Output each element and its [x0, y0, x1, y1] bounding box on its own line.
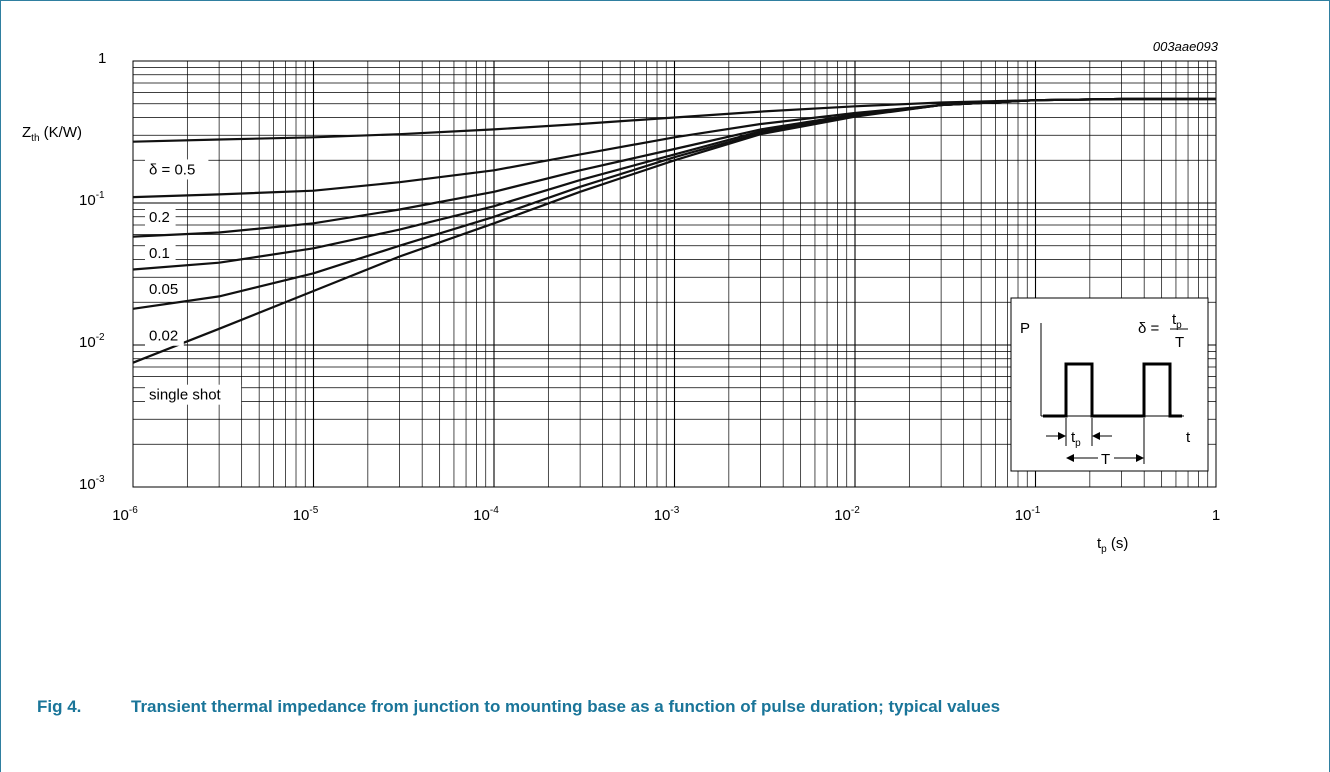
series-label-bg: [145, 243, 176, 264]
x-axis-label: tp (s): [1097, 535, 1128, 555]
x-tick-label: 10-3: [654, 505, 680, 524]
svg-text:tp (s): tp (s): [1097, 535, 1128, 555]
series-label-bg: [145, 279, 184, 300]
series-label: 0.05: [149, 281, 178, 298]
y-tick-label: 10-3: [79, 474, 105, 493]
x-tick-label: 10-2: [834, 505, 860, 524]
svg-text:T: T: [1101, 451, 1110, 468]
svg-text:tp: tp: [1172, 311, 1182, 331]
y-tick-label: 10-2: [79, 332, 105, 351]
x-tick-label: 10-1: [1015, 505, 1041, 524]
svg-text:tp: tp: [1071, 429, 1081, 449]
y-tick-label: 10-1: [79, 190, 105, 209]
x-tick-label: 10-4: [473, 505, 499, 524]
y-tick-label: 1: [98, 50, 106, 67]
inset-pulse-waveform: [1043, 362, 1182, 418]
x-tick-label: 1: [1212, 507, 1220, 524]
series-label: single shot: [149, 387, 222, 404]
plot-area-border: [132, 60, 1217, 488]
x-tick-label: 10-6: [112, 505, 138, 524]
tick-labels: 10-6 10-5 10-4 10-3 10-2 10-1 1 10-3 10-2 10-1 1: [79, 50, 1220, 524]
inset-fraction: tp T: [1170, 311, 1188, 351]
inset-p-label: P: [1020, 320, 1030, 337]
series-label-bg: [145, 325, 184, 346]
series-label-bg: [145, 206, 176, 227]
series-label-bg: [145, 384, 242, 405]
series-label: 0.1: [149, 245, 170, 262]
series-label: 0.02: [149, 328, 178, 345]
figure-number: Fig 4.: [37, 697, 82, 716]
y-axis-label: Zth (K/W): [22, 124, 82, 144]
pulse-inset-diagram: P t δ = tp T tp T: [1010, 297, 1209, 472]
caption-text: Transient thermal impedance from junctio…: [131, 697, 1001, 716]
thermal-impedance-chart: 10-6 10-5 10-4 10-3 10-2 10-1 1 10-3 10-2 10-1 1 0…: [22, 39, 1220, 555]
inset-border: [1010, 297, 1209, 472]
series-labels: δ = 0.5 0.2 0.1 0.05 0.02 single shot: [145, 159, 242, 405]
x-tick-label: 10-5: [293, 505, 319, 524]
figure-reference: 003aae093: [1153, 39, 1219, 54]
svg-text:Zth (K/W): Zth (K/W): [22, 124, 82, 144]
series-label-bg: [145, 159, 209, 180]
series-label: 0.2: [149, 209, 170, 226]
inset-delta-formula: δ =: [1138, 320, 1160, 337]
series-lines: [132, 97, 1216, 364]
series-line: [132, 97, 1216, 364]
svg-text:T: T: [1175, 334, 1184, 351]
inset-tp-dimension: tp: [1046, 418, 1112, 449]
inset-t-label: t: [1186, 429, 1191, 446]
series-label: δ = 0.5: [149, 161, 195, 178]
inset-period-dimension: T: [1066, 418, 1145, 468]
